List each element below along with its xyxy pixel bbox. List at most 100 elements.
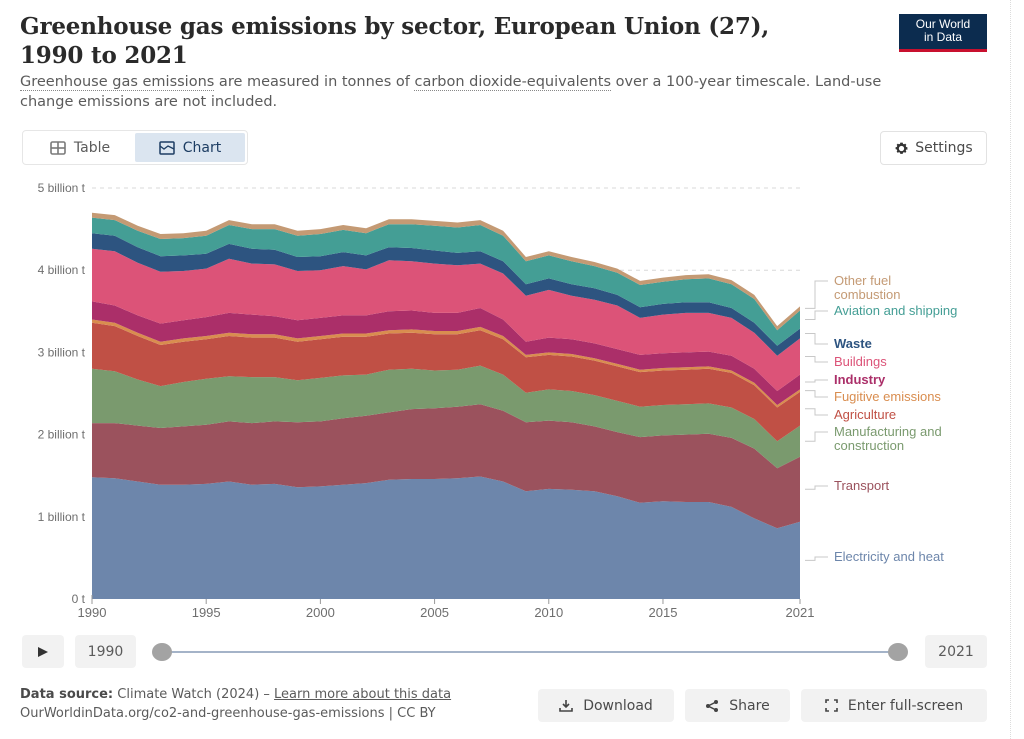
chart-subtitle: Greenhouse gas emissions are measured in… bbox=[20, 72, 890, 112]
share-button[interactable]: Share bbox=[685, 689, 790, 722]
area-aviation-and-shipping[interactable] bbox=[92, 217, 800, 346]
tab-table[interactable]: Table bbox=[25, 133, 135, 162]
settings-button[interactable]: Settings bbox=[880, 131, 987, 165]
x-tick-label: 1995 bbox=[192, 605, 221, 620]
legend-item[interactable]: Industry bbox=[805, 372, 886, 387]
legend-label: construction bbox=[834, 438, 904, 453]
timeline-controls: 1990 2021 bbox=[0, 635, 1024, 669]
view-tabs: Table Chart bbox=[22, 130, 248, 165]
legend-label: Waste bbox=[834, 336, 872, 351]
legend-connector bbox=[805, 356, 828, 363]
legend-label: combustion bbox=[834, 287, 900, 302]
legend-label: Agriculture bbox=[834, 407, 896, 422]
legend-connector bbox=[805, 485, 828, 490]
x-tick-label: 2015 bbox=[649, 605, 678, 620]
legend-label: Industry bbox=[834, 372, 886, 387]
area-agriculture[interactable] bbox=[92, 322, 800, 442]
fullscreen-label: Enter full-screen bbox=[847, 697, 964, 714]
chart-icon bbox=[159, 140, 175, 155]
legend-label: Buildings bbox=[834, 354, 887, 369]
area-electricity-and-heat[interactable] bbox=[92, 476, 800, 600]
legend-label: Aviation and shipping bbox=[834, 303, 957, 318]
y-tick-label: 0 t bbox=[72, 592, 86, 606]
legend-connector bbox=[805, 390, 828, 398]
legend-label: Electricity and heat bbox=[834, 549, 944, 564]
co2-equivalents-definition-link[interactable]: carbon dioxide-equivalents bbox=[414, 74, 611, 91]
legend-item[interactable]: Agriculture bbox=[805, 407, 896, 422]
area-layers bbox=[92, 212, 800, 600]
timeline-end-year[interactable]: 2021 bbox=[925, 635, 987, 668]
page-right-border bbox=[1010, 0, 1011, 739]
y-tick-label: 2 billion t bbox=[38, 428, 86, 442]
legend-connector bbox=[805, 408, 828, 416]
x-tick-label: 2010 bbox=[534, 605, 563, 620]
legend-label: Fugitive emissions bbox=[834, 389, 941, 404]
legend-connector bbox=[805, 556, 828, 561]
tab-table-label: Table bbox=[73, 139, 111, 156]
legend-item[interactable]: Waste bbox=[805, 333, 872, 352]
x-tick-label: 2000 bbox=[306, 605, 335, 620]
learn-more-link[interactable]: Learn more about this data bbox=[274, 687, 452, 702]
legend-item[interactable]: Fugitive emissions bbox=[805, 389, 941, 404]
timeline-end-handle[interactable] bbox=[888, 643, 908, 661]
our-world-in-data-logo[interactable]: Our World in Data bbox=[899, 14, 987, 52]
y-tick-label: 5 billion t bbox=[38, 181, 86, 195]
area-waste[interactable] bbox=[92, 233, 800, 356]
y-tick-label: 3 billion t bbox=[38, 345, 86, 359]
timeline-track[interactable] bbox=[162, 651, 898, 653]
download-icon bbox=[559, 699, 574, 712]
x-tick-label: 2005 bbox=[420, 605, 449, 620]
x-tick-label: 2021 bbox=[786, 605, 815, 620]
legend-connector bbox=[805, 333, 828, 345]
legend-label: Other fuel bbox=[834, 273, 891, 288]
chart-title: Greenhouse gas emissions by sector, Euro… bbox=[20, 13, 770, 69]
source-text: Climate Watch (2024) – bbox=[113, 687, 275, 702]
timeline-start-year[interactable]: 1990 bbox=[75, 635, 136, 668]
settings-label: Settings bbox=[915, 140, 973, 156]
tab-chart-label: Chart bbox=[182, 139, 222, 156]
area-transport[interactable] bbox=[92, 404, 800, 529]
share-icon bbox=[706, 699, 719, 712]
legend-label: Manufacturing and bbox=[834, 424, 942, 439]
area-industry[interactable] bbox=[92, 301, 800, 405]
stacked-area-chart: 0 t 1 billion t 2 billion t 3 billion t 4 bi… bbox=[38, 181, 958, 620]
legend-label: Transport bbox=[834, 478, 890, 493]
area-buildings[interactable] bbox=[92, 248, 800, 391]
subtitle-text: are measured in tonnes of bbox=[214, 74, 415, 90]
logo-line: in Data bbox=[923, 30, 963, 44]
play-icon bbox=[38, 646, 48, 657]
x-axis: 1990 1995 2000 2005 2010 2015 2021 bbox=[78, 595, 815, 620]
share-label: Share bbox=[729, 697, 770, 714]
subtitle-text: over a 100-year timescale. Land-use chan… bbox=[20, 74, 882, 110]
legend-connector bbox=[805, 310, 828, 320]
legend-item[interactable]: Transport bbox=[805, 478, 890, 493]
source-label: Data source: bbox=[20, 687, 114, 702]
legend-connector bbox=[805, 280, 828, 309]
download-label: Download bbox=[583, 697, 653, 714]
area-manufacturing-and-construction[interactable] bbox=[92, 365, 800, 469]
table-icon bbox=[50, 140, 66, 155]
timeline-start-handle[interactable] bbox=[152, 643, 172, 661]
download-button[interactable]: Download bbox=[538, 689, 674, 722]
y-tick-label: 1 billion t bbox=[38, 510, 86, 524]
y-axis: 0 t 1 billion t 2 billion t 3 billion t 4 bi… bbox=[38, 181, 86, 606]
y-tick-label: 4 billion t bbox=[38, 263, 86, 277]
legend-connector bbox=[805, 379, 828, 383]
logo-line: Our World bbox=[915, 17, 971, 31]
source-url[interactable]: OurWorldinData.org/co2-and-greenhouse-ga… bbox=[20, 706, 436, 721]
legend-item[interactable]: Electricity and heat bbox=[805, 549, 944, 564]
tab-chart[interactable]: Chart bbox=[135, 133, 245, 162]
legend-connector bbox=[805, 431, 828, 442]
gear-icon bbox=[895, 142, 908, 154]
ghg-emissions-definition-link[interactable]: Greenhouse gas emissions bbox=[20, 74, 215, 91]
play-button[interactable] bbox=[22, 635, 64, 668]
fullscreen-button[interactable]: Enter full-screen bbox=[801, 689, 987, 722]
fullscreen-icon bbox=[825, 699, 838, 712]
legend-item[interactable]: Aviation and shipping bbox=[805, 303, 957, 320]
x-tick-label: 1990 bbox=[78, 605, 107, 620]
legend-item[interactable]: Buildings bbox=[805, 354, 887, 369]
data-source: Data source: Climate Watch (2024) – Lear… bbox=[20, 685, 451, 705]
